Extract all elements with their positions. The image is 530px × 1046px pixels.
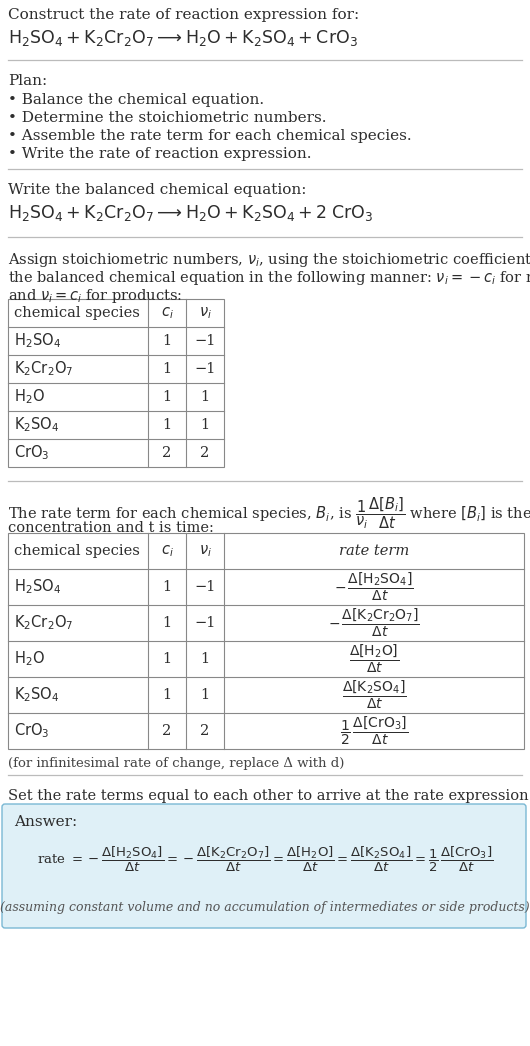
Text: chemical species: chemical species [14, 306, 140, 320]
Text: • Balance the chemical equation.: • Balance the chemical equation. [8, 93, 264, 107]
Text: 1: 1 [162, 362, 172, 376]
Text: $c_i$: $c_i$ [161, 305, 173, 321]
Text: $\mathrm{H_2SO_4 + K_2Cr_2O_7 \longrightarrow H_2O + K_2SO_4 + 2\;CrO_3}$: $\mathrm{H_2SO_4 + K_2Cr_2O_7 \longright… [8, 203, 374, 223]
Text: 1: 1 [200, 418, 209, 432]
Text: 1: 1 [200, 390, 209, 404]
FancyBboxPatch shape [2, 804, 526, 928]
Text: • Write the rate of reaction expression.: • Write the rate of reaction expression. [8, 147, 312, 161]
Text: • Assemble the rate term for each chemical species.: • Assemble the rate term for each chemic… [8, 129, 412, 143]
Text: $\nu_i$: $\nu_i$ [199, 543, 211, 559]
Text: (assuming constant volume and no accumulation of intermediates or side products): (assuming constant volume and no accumul… [0, 901, 530, 913]
Text: $\mathrm{H_2SO_4 + K_2Cr_2O_7 \longrightarrow H_2O + K_2SO_4 + CrO_3}$: $\mathrm{H_2SO_4 + K_2Cr_2O_7 \longright… [8, 28, 358, 48]
Text: −1: −1 [195, 616, 216, 630]
Text: $\mathrm{H_2O}$: $\mathrm{H_2O}$ [14, 388, 45, 406]
Text: $\mathrm{H_2SO_4}$: $\mathrm{H_2SO_4}$ [14, 577, 61, 596]
Text: $\mathrm{H_2SO_4}$: $\mathrm{H_2SO_4}$ [14, 332, 61, 350]
Text: $\nu_i$: $\nu_i$ [199, 305, 211, 321]
Text: $\mathrm{K_2Cr_2O_7}$: $\mathrm{K_2Cr_2O_7}$ [14, 614, 73, 633]
Text: 2: 2 [162, 724, 172, 738]
Text: $\mathrm{K_2SO_4}$: $\mathrm{K_2SO_4}$ [14, 415, 59, 434]
Text: 1: 1 [162, 688, 172, 702]
Text: and $\nu_i = c_i$ for products:: and $\nu_i = c_i$ for products: [8, 287, 182, 305]
Bar [8, 299, 224, 467]
Text: $\mathrm{H_2O}$: $\mathrm{H_2O}$ [14, 650, 45, 668]
Text: 2: 2 [200, 446, 210, 460]
Text: Answer:: Answer: [14, 815, 77, 829]
Text: $\mathrm{CrO_3}$: $\mathrm{CrO_3}$ [14, 722, 49, 741]
Text: $c_i$: $c_i$ [161, 543, 173, 559]
Text: rate term: rate term [339, 544, 409, 558]
Text: $-\,\dfrac{\Delta[\mathrm{H_2SO_4}]}{\Delta t}$: $-\,\dfrac{\Delta[\mathrm{H_2SO_4}]}{\De… [334, 571, 414, 604]
Text: $\mathrm{K_2SO_4}$: $\mathrm{K_2SO_4}$ [14, 685, 59, 704]
Text: chemical species: chemical species [14, 544, 140, 558]
Text: (for infinitesimal rate of change, replace Δ with d): (for infinitesimal rate of change, repla… [8, 757, 344, 770]
Text: −1: −1 [195, 334, 216, 348]
Text: 1: 1 [162, 579, 172, 594]
Text: • Determine the stoichiometric numbers.: • Determine the stoichiometric numbers. [8, 111, 326, 126]
Text: $\dfrac{\Delta[\mathrm{H_2O}]}{\Delta t}$: $\dfrac{\Delta[\mathrm{H_2O}]}{\Delta t}… [349, 643, 399, 675]
Text: 1: 1 [162, 334, 172, 348]
Text: $\dfrac{1}{2}\,\dfrac{\Delta[\mathrm{CrO_3}]}{\Delta t}$: $\dfrac{1}{2}\,\dfrac{\Delta[\mathrm{CrO… [340, 714, 408, 747]
Text: 1: 1 [162, 652, 172, 666]
Bar [8, 533, 524, 749]
Text: 1: 1 [162, 616, 172, 630]
Text: 2: 2 [200, 724, 210, 738]
Text: $-\,\dfrac{\Delta[\mathrm{K_2Cr_2O_7}]}{\Delta t}$: $-\,\dfrac{\Delta[\mathrm{K_2Cr_2O_7}]}{… [328, 607, 420, 639]
Text: rate $= -\dfrac{\Delta[\mathrm{H_2SO_4}]}{\Delta t} = -\dfrac{\Delta[\mathrm{K_2: rate $= -\dfrac{\Delta[\mathrm{H_2SO_4}]… [37, 844, 493, 873]
Text: Plan:: Plan: [8, 74, 47, 88]
Text: The rate term for each chemical species, $B_i$, is $\dfrac{1}{\nu_i}\dfrac{\Delt: The rate term for each chemical species,… [8, 495, 530, 530]
Text: 2: 2 [162, 446, 172, 460]
Text: Write the balanced chemical equation:: Write the balanced chemical equation: [8, 183, 306, 197]
Text: $\dfrac{\Delta[\mathrm{K_2SO_4}]}{\Delta t}$: $\dfrac{\Delta[\mathrm{K_2SO_4}]}{\Delta… [342, 679, 407, 711]
Text: $\mathrm{CrO_3}$: $\mathrm{CrO_3}$ [14, 444, 49, 462]
Text: Assign stoichiometric numbers, $\nu_i$, using the stoichiometric coefficients, $: Assign stoichiometric numbers, $\nu_i$, … [8, 251, 530, 269]
Text: −1: −1 [195, 579, 216, 594]
Text: 1: 1 [200, 652, 209, 666]
Text: 1: 1 [162, 390, 172, 404]
Text: $\mathrm{K_2Cr_2O_7}$: $\mathrm{K_2Cr_2O_7}$ [14, 360, 73, 379]
Text: Set the rate terms equal to each other to arrive at the rate expression:: Set the rate terms equal to each other t… [8, 789, 530, 803]
Text: −1: −1 [195, 362, 216, 376]
Text: the balanced chemical equation in the following manner: $\nu_i = -c_i$ for react: the balanced chemical equation in the fo… [8, 269, 530, 287]
Text: 1: 1 [162, 418, 172, 432]
Text: 1: 1 [200, 688, 209, 702]
Text: concentration and t is time:: concentration and t is time: [8, 521, 214, 535]
Text: Construct the rate of reaction expression for:: Construct the rate of reaction expressio… [8, 8, 359, 22]
